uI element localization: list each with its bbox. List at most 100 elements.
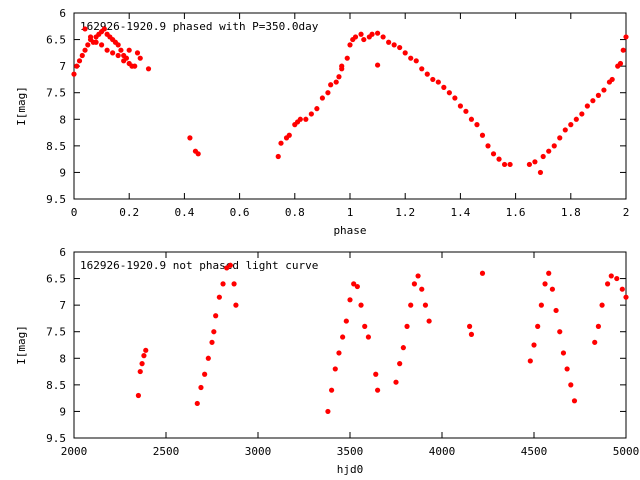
y-tick-label: 8.5: [46, 379, 66, 392]
data-point: [380, 34, 386, 40]
y-tick-label: 6: [59, 7, 66, 20]
data-point: [205, 355, 211, 361]
data-point: [404, 323, 410, 329]
data-point: [145, 66, 152, 72]
data-point: [393, 379, 399, 385]
data-point: [115, 52, 121, 59]
x-tick-label: 1.4: [450, 206, 470, 219]
data-point: [531, 342, 537, 348]
data-point: [286, 132, 292, 138]
data-point: [336, 350, 342, 356]
data-point: [532, 159, 538, 165]
data-point: [496, 156, 502, 162]
data-point: [139, 361, 145, 367]
data-point: [609, 76, 615, 83]
data-point: [351, 281, 357, 287]
data-point: [74, 63, 80, 69]
data-point: [560, 350, 567, 356]
data-point: [467, 323, 473, 329]
data-point: [397, 361, 403, 367]
data-point: [297, 116, 303, 122]
data-point: [485, 143, 491, 149]
data-point: [104, 47, 110, 53]
raw-ticks: 2000 2500 3000 3500 4000 4500 5000 6 6.5 7 7.5 8 8.5…: [46, 246, 639, 458]
x-tick-label: 1.8: [561, 206, 581, 219]
data-point: [546, 270, 552, 276]
data-point: [501, 161, 508, 168]
data-point: [595, 323, 602, 329]
data-point: [328, 82, 334, 88]
data-point: [557, 329, 563, 335]
data-point: [121, 58, 127, 64]
data-point: [408, 55, 414, 61]
data-point: [479, 132, 486, 138]
data-point: [82, 47, 88, 53]
data-point: [411, 281, 417, 287]
phased-plot-frame: [73, 12, 627, 200]
data-point: [332, 366, 338, 372]
data-point: [308, 111, 314, 117]
data-point: [211, 329, 217, 335]
data-point: [538, 302, 544, 308]
data-point: [132, 63, 138, 69]
data-point: [553, 307, 559, 314]
data-point: [452, 95, 458, 101]
data-point: [571, 398, 578, 404]
y-tick-label: 8.5: [46, 140, 66, 153]
data-point: [134, 50, 141, 56]
data-point: [143, 347, 149, 353]
data-point: [227, 262, 233, 268]
x-tick-label: 3000: [245, 445, 272, 458]
y-tick-label: 8: [59, 352, 66, 365]
data-point: [110, 50, 116, 56]
data-point: [224, 265, 230, 271]
x-tick-label: 1.2: [395, 206, 415, 219]
data-point: [303, 116, 309, 122]
data-point: [535, 323, 541, 329]
data-point: [557, 135, 563, 141]
data-point: [568, 122, 574, 128]
raw-x-axis-label: hjd0: [337, 463, 364, 476]
data-point: [329, 387, 335, 393]
data-point: [141, 353, 147, 359]
raw-chart-title: 162926-1920.9 not phased light curve: [80, 259, 318, 272]
data-point: [231, 281, 237, 287]
x-tick-label: 3500: [337, 445, 364, 458]
data-point: [527, 358, 533, 364]
data-point: [601, 87, 607, 93]
data-point: [623, 294, 629, 300]
data-point: [194, 400, 200, 407]
data-point: [220, 281, 226, 287]
x-tick-label: 0.8: [285, 206, 305, 219]
data-point: [614, 275, 620, 282]
x-tick-label: 0.2: [119, 206, 139, 219]
data-point: [402, 50, 408, 56]
data-point: [362, 323, 368, 329]
data-point: [333, 79, 339, 85]
data-point: [336, 74, 342, 80]
data-point: [126, 47, 132, 53]
data-point: [551, 143, 557, 149]
data-point: [573, 116, 579, 122]
data-point: [592, 339, 598, 345]
phased-chart: 162926-1920.9 phased with P=350.0day pha…: [15, 7, 629, 237]
data-point: [216, 294, 222, 300]
data-point: [187, 135, 193, 141]
x-tick-label: 4000: [429, 445, 456, 458]
y-tick-label: 6: [59, 246, 66, 259]
data-point: [87, 34, 94, 40]
data-point: [79, 52, 85, 59]
x-tick-label: 1: [347, 206, 354, 219]
data-point: [507, 161, 513, 168]
y-tick-label: 8: [59, 113, 66, 126]
raw-y-axis-label: I[mag]: [15, 325, 28, 365]
data-point: [213, 313, 219, 319]
x-tick-label: 4500: [521, 445, 548, 458]
raw-data-points: [135, 262, 629, 415]
raw-chart: 162926-1920.9 not phased light curve hjd…: [15, 246, 639, 476]
data-point: [233, 302, 239, 308]
data-point: [446, 90, 452, 96]
data-point: [365, 334, 371, 340]
data-point: [620, 47, 626, 53]
x-tick-label: 0.4: [174, 206, 194, 219]
